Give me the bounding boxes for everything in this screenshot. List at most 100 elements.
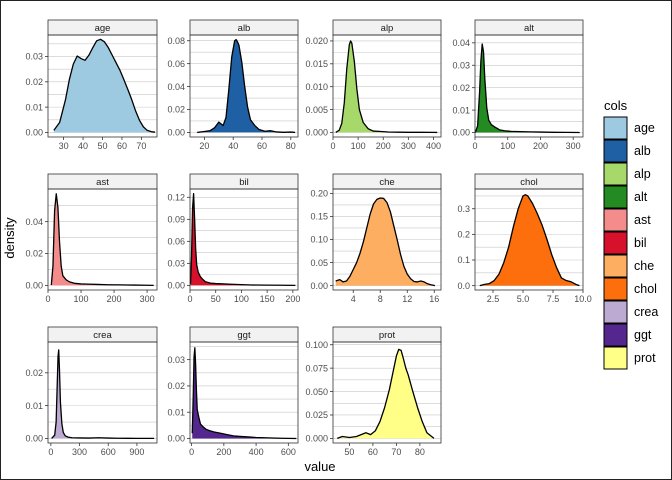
density-area-prot	[337, 349, 434, 439]
strip-label-ast: ast	[96, 177, 109, 188]
y-tick-label: 0.00	[452, 128, 470, 138]
legend-item-che: che	[603, 254, 654, 278]
x-tick-label: 40	[228, 141, 238, 151]
y-tick-label: 0.03	[25, 52, 43, 62]
x-tick-label: 200	[285, 294, 300, 304]
y-tick-label: 0.00	[167, 434, 185, 444]
density-line-alt	[474, 43, 580, 134]
legend-key	[603, 300, 628, 324]
y-tick-label: 0.04	[452, 38, 470, 48]
density-line-age	[53, 38, 156, 133]
strip-label-ggt: ggt	[237, 330, 251, 341]
legend-key	[603, 346, 628, 370]
density-area-ggt	[192, 347, 297, 439]
legend-label: prot	[634, 351, 656, 365]
x-tick-label: 16	[429, 294, 439, 304]
x-tick-label: 80	[286, 141, 296, 151]
panel-che: che 0.00 0.05 0.10 0.15 0.20 4 8 12 16	[310, 173, 442, 304]
legend-label: alp	[634, 167, 651, 181]
y-tick-label: 0.1	[457, 255, 470, 265]
y-tick-label: 0.00	[167, 281, 185, 291]
x-tick-label: 40	[78, 141, 88, 151]
legend-key	[603, 185, 628, 209]
legend: age alb alp alt ast bil che chol crea ggt prot	[603, 116, 658, 370]
panel-age: age 0.00 0.01 0.02 0.03 30 40 50 60 70	[25, 19, 158, 151]
legend-item-prot: prot	[603, 346, 656, 370]
legend-key	[603, 231, 628, 255]
y-tick-label: 0.01	[25, 102, 43, 112]
x-tick-label: 200	[216, 447, 231, 457]
y-tick-label: 0.10	[310, 235, 328, 245]
x-tick-label: 5.0	[517, 294, 530, 304]
y-tick-label: 0.075	[305, 363, 328, 373]
x-tick-label: 8	[378, 294, 383, 304]
density-line-crea	[51, 349, 155, 440]
panel-border	[332, 341, 442, 444]
x-tick-label: 0	[330, 141, 335, 151]
x-tick-label: 0	[472, 141, 477, 151]
y-tick-label: 0.02	[452, 83, 470, 93]
density-area-che	[335, 197, 435, 286]
y-tick-label: 0.00	[167, 128, 185, 138]
density-line-ggt	[191, 347, 297, 440]
y-tick-label: 0.025	[305, 410, 328, 420]
x-tick-label: 400	[249, 447, 264, 457]
x-tick-label: 150	[260, 294, 275, 304]
density-line-bil	[189, 192, 296, 287]
legend-item-alt: alt	[603, 185, 648, 209]
density-line-prot	[337, 348, 435, 440]
x-tick-label: 0	[187, 294, 192, 304]
density-area-alt	[475, 43, 580, 133]
y-tick-label: 0.03	[167, 355, 185, 365]
legend-label: age	[634, 121, 655, 135]
y-tick-label: 0.15	[310, 212, 328, 222]
strip-label-age: age	[95, 23, 111, 34]
legend-item-ggt: ggt	[603, 323, 652, 347]
y-tick-label: 0.010	[305, 82, 328, 92]
x-tick-label: 600	[281, 447, 296, 457]
legend-key	[603, 277, 628, 301]
panel-border	[47, 341, 158, 444]
x-tick-label: 70	[136, 141, 146, 151]
y-tick-label: 0.02	[25, 368, 43, 378]
legend-item-age: age	[603, 116, 655, 140]
panel-alp: alp 0.000 0.005 0.010 0.015 0.020 0 100 200 300 40…	[305, 19, 442, 151]
panel-prot: prot 0.000 0.025 0.050 0.075 0.100 50 60 70 80	[305, 326, 442, 457]
y-tick-label: 0.04	[167, 82, 185, 92]
x-tick-label: 60	[257, 141, 267, 151]
y-tick-label: 0.02	[167, 105, 185, 115]
y-tick-label: 0.000	[305, 434, 328, 444]
y-tick-label: 0.3	[457, 204, 470, 214]
legend-item-alp: alp	[603, 162, 651, 186]
panel-border	[474, 188, 584, 291]
x-tick-label: 300	[401, 141, 416, 151]
panel-alb: alb 0.00 0.02 0.04 0.06 0.08 20 40 60 80	[167, 19, 299, 151]
legend-label: chol	[634, 282, 657, 296]
legend-label: crea	[634, 305, 658, 319]
y-tick-label: 0.08	[167, 36, 185, 46]
legend-item-ast: ast	[603, 208, 651, 232]
strip-label-bil: bil	[239, 177, 249, 188]
panel-border	[332, 34, 442, 138]
y-tick-label: 0.03	[167, 259, 185, 269]
density-area-age	[53, 39, 156, 133]
panel-border	[47, 188, 158, 291]
y-tick-label: 0.050	[305, 387, 328, 397]
y-tick-label: 0.12	[167, 192, 185, 202]
y-tick-label: 0.20	[310, 189, 328, 199]
legend-key	[603, 254, 628, 278]
legend-label: bil	[634, 236, 647, 250]
legend-title: cols	[604, 98, 628, 113]
legend-key	[603, 323, 628, 347]
y-tick-label: 0.01	[452, 105, 470, 115]
panel-ggt: ggt 0.00 0.01 0.02 0.03 0 200 400 600	[167, 326, 299, 457]
strip-label-alt: alt	[524, 23, 534, 34]
y-tick-label: 0.06	[167, 59, 185, 69]
x-tick-label: 60	[368, 447, 378, 457]
density-area-alb	[197, 39, 296, 133]
legend-item-bil: bil	[603, 231, 647, 255]
legend-label: ggt	[634, 328, 652, 342]
y-tick-label: 0.04	[25, 217, 43, 227]
y-tick-label: 0.02	[25, 249, 43, 259]
